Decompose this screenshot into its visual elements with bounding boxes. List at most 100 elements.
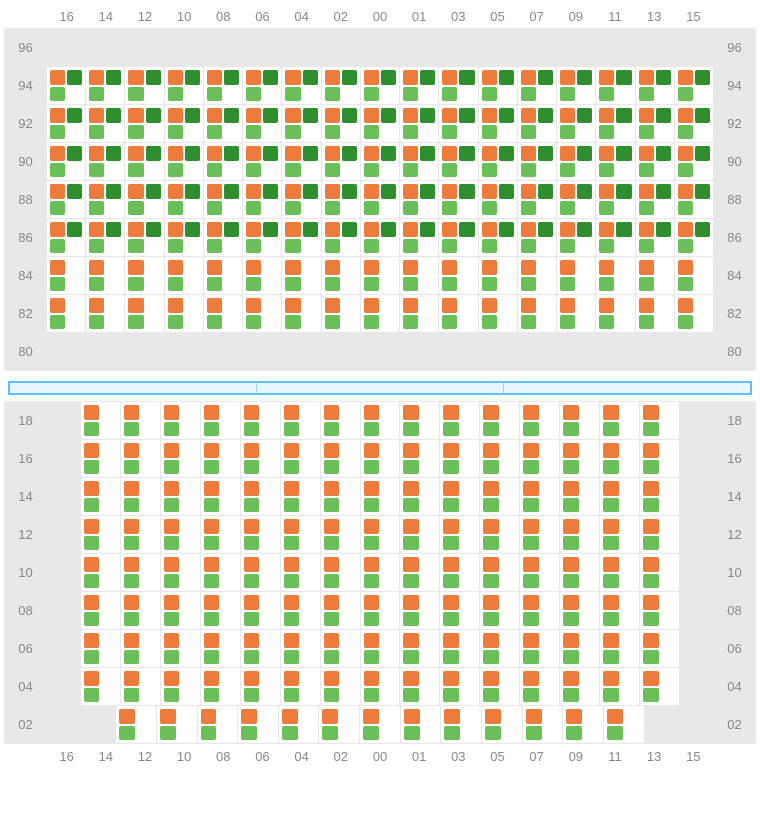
indicator-light_green xyxy=(89,239,104,254)
cell-indicators xyxy=(523,443,556,474)
indicator-orange xyxy=(285,222,300,237)
indicator-blank xyxy=(218,709,234,724)
cell-indicators xyxy=(284,443,317,474)
cell xyxy=(121,516,160,553)
indicator-dark_green xyxy=(303,222,318,237)
indicator-blank xyxy=(381,633,396,648)
indicator-dark_green xyxy=(420,70,435,85)
indicator-blank xyxy=(538,298,553,313)
cell xyxy=(636,333,674,370)
indicator-blank xyxy=(341,633,356,648)
cell-indicators xyxy=(364,70,396,101)
indicator-blank xyxy=(420,277,435,292)
indicator-light_green xyxy=(244,536,259,551)
row-cells xyxy=(47,29,713,66)
indicator-orange xyxy=(403,557,418,572)
column-label: 03 xyxy=(439,749,478,764)
cell xyxy=(282,181,320,218)
cell-indicators xyxy=(603,595,636,626)
row-label-left: 94 xyxy=(4,67,47,104)
indicator-blank xyxy=(581,519,596,534)
cell xyxy=(241,592,280,629)
indicator-dark_green xyxy=(263,108,278,123)
cell-indicators xyxy=(363,709,397,740)
column-label: 12 xyxy=(125,9,164,24)
indicator-blank xyxy=(501,612,516,627)
cell-indicators xyxy=(521,184,553,215)
cell-indicators xyxy=(164,481,197,512)
indicator-blank xyxy=(538,277,553,292)
indicator-orange xyxy=(364,222,379,237)
indicator-light_green xyxy=(119,726,135,741)
cell-indicators xyxy=(443,519,476,550)
cell xyxy=(165,181,203,218)
indicator-light_green xyxy=(364,574,379,589)
indicator-orange xyxy=(364,633,379,648)
cell-indicators xyxy=(563,633,596,664)
cell-indicators xyxy=(599,298,631,329)
indicator-dark_green xyxy=(263,70,278,85)
cell xyxy=(322,29,360,66)
cell-indicators xyxy=(324,595,357,626)
indicator-light_green xyxy=(89,163,104,178)
cell xyxy=(165,105,203,142)
cell xyxy=(479,219,517,256)
cell xyxy=(322,105,360,142)
indicator-orange xyxy=(207,70,222,85)
indicator-blank xyxy=(577,125,592,140)
cell-indicators xyxy=(639,70,671,101)
cell xyxy=(322,295,360,332)
indicator-light_green xyxy=(364,422,379,437)
cell xyxy=(47,440,80,477)
indicator-orange xyxy=(363,709,379,724)
indicator-blank xyxy=(141,688,156,703)
indicator-light_green xyxy=(403,498,418,513)
cell-indicators xyxy=(599,184,631,215)
top-panel: 1614121008060402000103050709111315 96969… xyxy=(4,4,756,371)
indicator-dark_green xyxy=(342,184,357,199)
indicator-blank xyxy=(661,460,676,475)
cell-indicators xyxy=(483,557,516,588)
indicator-light_green xyxy=(560,239,575,254)
cell xyxy=(86,105,124,142)
indicator-orange xyxy=(204,595,219,610)
cell xyxy=(82,706,116,743)
indicator-light_green xyxy=(207,87,222,102)
cell xyxy=(125,295,163,332)
row-label-left: 90 xyxy=(4,143,47,180)
cell-indicators xyxy=(364,443,397,474)
indicator-light_green xyxy=(84,650,99,665)
cell xyxy=(47,67,85,104)
cell xyxy=(560,554,599,591)
cell-indicators xyxy=(164,405,197,436)
indicator-orange xyxy=(403,184,418,199)
cell-indicators xyxy=(563,519,596,550)
indicator-light_green xyxy=(204,422,219,437)
cell-indicators xyxy=(324,405,357,436)
cell xyxy=(400,219,438,256)
indicator-dark_green xyxy=(459,70,474,85)
cell xyxy=(480,668,519,705)
indicator-light_green xyxy=(523,422,538,437)
indicator-light_green xyxy=(443,460,458,475)
cell-indicators xyxy=(403,70,435,101)
indicator-light_green xyxy=(643,574,658,589)
indicator-light_green xyxy=(284,574,299,589)
cell xyxy=(361,592,400,629)
cell-indicators xyxy=(678,108,710,139)
indicator-blank xyxy=(381,650,396,665)
cell xyxy=(161,668,200,705)
indicator-light_green xyxy=(124,498,139,513)
indicator-light_green xyxy=(285,239,300,254)
indicator-light_green xyxy=(483,612,498,627)
indicator-orange xyxy=(483,405,498,420)
indicator-light_green xyxy=(84,536,99,551)
indicator-blank xyxy=(621,688,636,703)
indicator-light_green xyxy=(603,460,618,475)
indicator-light_green xyxy=(403,163,418,178)
cell-indicators xyxy=(204,633,237,664)
indicator-light_green xyxy=(364,498,379,513)
cell xyxy=(640,478,679,515)
indicator-blank xyxy=(459,277,474,292)
indicator-orange xyxy=(89,70,104,85)
